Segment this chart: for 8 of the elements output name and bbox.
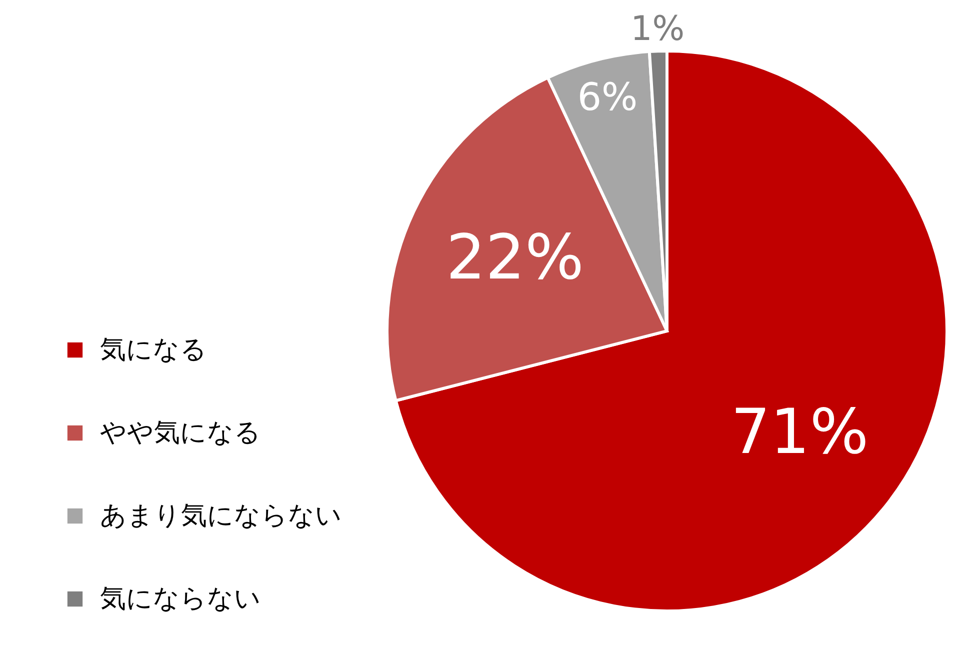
data-label: 6% [577, 75, 638, 120]
legend-label: やや気になる [100, 418, 261, 448]
legend-label: あまり気にならない [100, 501, 342, 531]
legend-label: 気にならない [100, 584, 261, 614]
data-label: 1% [630, 9, 685, 50]
data-label: 22% [446, 220, 584, 294]
legend-label: 気になる [100, 335, 207, 365]
data-label: 71% [730, 394, 869, 468]
